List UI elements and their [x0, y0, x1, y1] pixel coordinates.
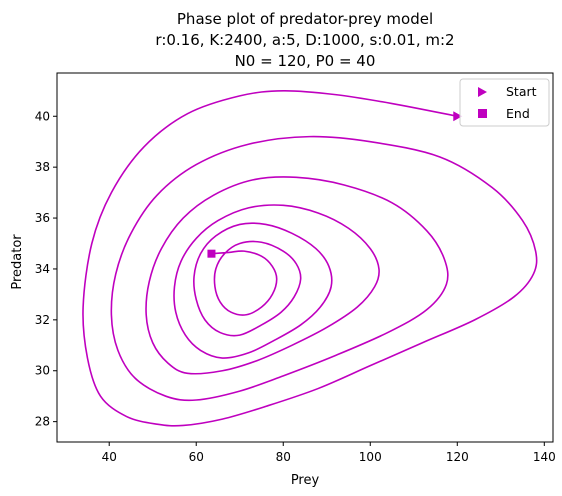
y-tick-label: 40	[35, 109, 50, 123]
x-axis-label: Prey	[291, 473, 320, 488]
x-tick-label: 100	[359, 450, 382, 464]
y-tick-label: 36	[35, 211, 50, 225]
x-tick-label: 60	[189, 450, 204, 464]
legend: Start End	[459, 78, 550, 127]
legend-start-marker	[478, 87, 487, 97]
y-tick-label: 38	[35, 160, 50, 174]
x-tick-label: 40	[102, 450, 117, 464]
legend-start-label: Start	[506, 84, 537, 99]
axes-frame	[56, 72, 554, 443]
x-tick-label: 120	[446, 450, 469, 464]
legend-end-label: End	[506, 106, 530, 121]
x-tick-label: 140	[533, 450, 556, 464]
y-tick-label: 28	[35, 415, 50, 429]
y-tick-label: 30	[35, 364, 50, 378]
y-tick-label: 32	[35, 313, 50, 327]
x-tick-label: 80	[276, 450, 291, 464]
chart-title-line-3: N0 = 120, P0 = 40	[235, 52, 376, 70]
chart-title-line-2: r:0.16, K:2400, a:5, D:1000, s:0.01, m:2	[155, 31, 454, 49]
y-tick-label: 34	[35, 262, 50, 276]
start-marker	[453, 111, 463, 122]
plot-layer	[82, 90, 538, 427]
trajectory-line	[82, 90, 538, 427]
end-marker	[207, 249, 216, 258]
chart-title-line-1: Phase plot of predator-prey model	[177, 10, 433, 28]
y-axis-label: Predator	[10, 234, 25, 290]
tick-layer: 40 60 80 100 120 140 28 30 32 34 36 38 40	[35, 109, 556, 464]
legend-end-marker	[478, 109, 487, 118]
